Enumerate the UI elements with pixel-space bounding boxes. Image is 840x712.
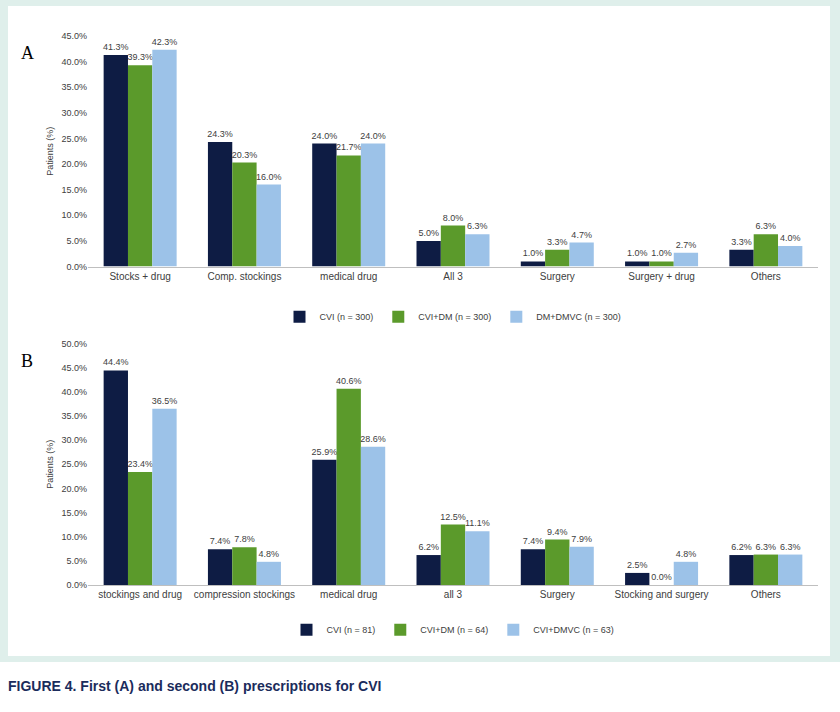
svg-text:40.0%: 40.0% [61, 387, 87, 397]
svg-text:9.4%: 9.4% [547, 527, 568, 537]
svg-text:CVI (n = 300): CVI (n = 300) [320, 312, 374, 322]
svg-text:Others: Others [751, 589, 781, 600]
svg-text:15.0%: 15.0% [61, 185, 87, 195]
svg-text:5.0%: 5.0% [66, 556, 87, 566]
svg-text:23.4%: 23.4% [127, 459, 153, 469]
svg-text:6.3%: 6.3% [780, 542, 801, 552]
svg-text:40.0%: 40.0% [61, 57, 87, 67]
svg-text:4.0%: 4.0% [780, 233, 801, 243]
svg-text:1.0%: 1.0% [651, 248, 672, 258]
svg-text:24.0%: 24.0% [360, 131, 386, 141]
svg-text:10.0%: 10.0% [61, 532, 87, 542]
svg-text:3.3%: 3.3% [547, 237, 568, 247]
svg-text:0.0%: 0.0% [651, 572, 672, 582]
svg-text:B: B [21, 351, 33, 371]
svg-text:20.3%: 20.3% [232, 150, 258, 160]
svg-text:CVI+DM (n = 300): CVI+DM (n = 300) [418, 312, 491, 322]
svg-text:12.5%: 12.5% [440, 512, 466, 522]
svg-text:CVI+DMVC (n = 63): CVI+DMVC (n = 63) [533, 625, 614, 635]
svg-text:Patients (%): Patients (%) [45, 440, 55, 489]
svg-text:28.6%: 28.6% [360, 434, 386, 444]
svg-text:41.3%: 41.3% [103, 42, 129, 52]
svg-text:medical drug: medical drug [320, 271, 377, 282]
svg-text:7.8%: 7.8% [234, 534, 255, 544]
svg-text:45.0%: 45.0% [61, 31, 87, 41]
svg-text:11.1%: 11.1% [465, 518, 490, 528]
svg-text:3.3%: 3.3% [731, 237, 752, 247]
svg-text:DM+DMVC (n = 300): DM+DMVC (n = 300) [536, 312, 621, 322]
svg-text:50.0%: 50.0% [61, 339, 87, 349]
svg-text:15.0%: 15.0% [61, 508, 87, 518]
svg-text:Stocking and surgery: Stocking and surgery [615, 589, 709, 600]
svg-text:Surgery: Surgery [540, 271, 575, 282]
svg-text:A: A [21, 43, 34, 63]
svg-text:25.9%: 25.9% [312, 447, 338, 457]
svg-text:compression stockings: compression stockings [194, 589, 295, 600]
svg-text:all 3: all 3 [444, 589, 463, 600]
svg-text:5.0%: 5.0% [418, 228, 439, 238]
svg-text:CVI+DM (n = 64): CVI+DM (n = 64) [420, 625, 488, 635]
svg-text:36.5%: 36.5% [152, 396, 178, 406]
svg-text:Surgery + drug: Surgery + drug [628, 271, 694, 282]
svg-text:6.3%: 6.3% [756, 542, 777, 552]
svg-text:39.3%: 39.3% [127, 52, 153, 62]
svg-text:6.2%: 6.2% [418, 542, 439, 552]
svg-text:4.8%: 4.8% [259, 549, 280, 559]
svg-text:20.0%: 20.0% [61, 484, 87, 494]
svg-text:Patients (%): Patients (%) [45, 127, 55, 176]
svg-text:21.7%: 21.7% [336, 142, 362, 152]
svg-text:7.4%: 7.4% [210, 536, 231, 546]
svg-text:medical drug: medical drug [320, 589, 377, 600]
svg-text:6.3%: 6.3% [756, 221, 777, 231]
svg-text:0.0%: 0.0% [66, 580, 87, 590]
svg-text:20.0%: 20.0% [61, 159, 87, 169]
svg-text:45.0%: 45.0% [61, 363, 87, 373]
svg-text:1.0%: 1.0% [627, 248, 648, 258]
svg-text:25.0%: 25.0% [61, 459, 87, 469]
svg-text:8.0%: 8.0% [443, 213, 464, 223]
svg-text:Comp. stockings: Comp. stockings [207, 271, 281, 282]
html-text:FIGURE 4. First (A) and second: FIGURE 4. First (A) and second (B) presc… [8, 678, 382, 694]
svg-text:2.7%: 2.7% [676, 240, 697, 250]
svg-text:16.0%: 16.0% [256, 172, 282, 182]
svg-text:Surgery: Surgery [540, 589, 575, 600]
svg-text:24.3%: 24.3% [207, 129, 233, 139]
svg-text:All 3: All 3 [443, 271, 463, 282]
svg-text:35.0%: 35.0% [61, 411, 87, 421]
svg-text:Others: Others [751, 271, 781, 282]
svg-text:24.0%: 24.0% [312, 131, 338, 141]
svg-text:0.0%: 0.0% [66, 262, 87, 272]
svg-text:7.9%: 7.9% [571, 534, 592, 544]
svg-text:30.0%: 30.0% [61, 435, 87, 445]
svg-text:1.0%: 1.0% [523, 248, 544, 258]
svg-text:25.0%: 25.0% [61, 134, 87, 144]
svg-text:Stocks + drug: Stocks + drug [109, 271, 170, 282]
svg-text:44.4%: 44.4% [103, 357, 129, 367]
svg-text:35.0%: 35.0% [61, 82, 87, 92]
svg-text:10.0%: 10.0% [61, 210, 87, 220]
svg-text:6.3%: 6.3% [467, 221, 488, 231]
svg-text:5.0%: 5.0% [66, 236, 87, 246]
svg-text:42.3%: 42.3% [152, 37, 178, 47]
svg-text:7.4%: 7.4% [523, 536, 544, 546]
svg-text:40.6%: 40.6% [336, 376, 362, 386]
svg-text:30.0%: 30.0% [61, 108, 87, 118]
svg-text:2.5%: 2.5% [627, 560, 648, 570]
svg-text:6.2%: 6.2% [731, 542, 752, 552]
svg-text:4.8%: 4.8% [676, 549, 697, 559]
svg-text:stockings and drug: stockings and drug [98, 589, 182, 600]
svg-text:4.7%: 4.7% [571, 230, 592, 240]
svg-text:CVI (n = 81): CVI (n = 81) [327, 625, 376, 635]
